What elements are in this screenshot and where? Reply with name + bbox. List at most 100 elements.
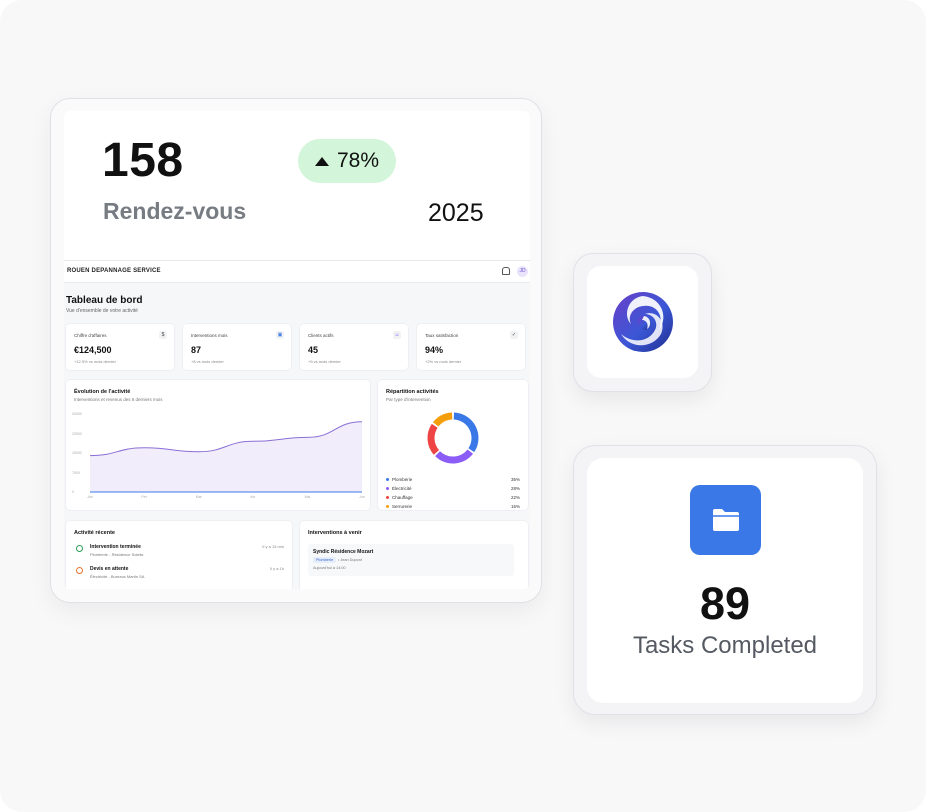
panel-title: Répartition activités — [386, 389, 439, 395]
panel-title: Interventions à venir — [308, 530, 362, 536]
panel-subtitle: Par type d'intervention — [386, 397, 431, 402]
kpi-delta: +12.5% vs mois dernier — [74, 359, 116, 364]
avatar[interactable]: JD — [517, 266, 528, 277]
logo-card-inner — [587, 266, 698, 378]
kpi-value: 94% — [425, 345, 444, 355]
legend-item: Chauffage 22% — [386, 495, 520, 501]
bell-icon[interactable] — [502, 267, 510, 275]
series-area — [90, 421, 362, 492]
x-tick-label: Jun — [359, 495, 365, 499]
check-circle-icon: ✓ — [510, 331, 518, 339]
kpi-delta: +8 vs mois dernier — [191, 359, 224, 364]
year-label: 2025 — [428, 199, 484, 227]
category-badge: Plomberie — [313, 557, 337, 563]
activity-sub: Électricité - Bureaux Martin SA — [90, 574, 145, 579]
y-tick-label: 15000 — [72, 451, 82, 455]
folder-icon — [712, 509, 739, 531]
legend-item: Plomberie 35% — [386, 477, 520, 483]
kpi-value: 87 — [191, 345, 202, 355]
x-tick-label: Jan — [87, 495, 93, 499]
activity-time: Il y a 1h — [269, 566, 284, 571]
x-tick-label: Fév — [141, 495, 148, 499]
donut-slice — [427, 423, 440, 455]
legend-dot — [386, 505, 389, 508]
kpi-card-satisfaction[interactable]: Taux satisfaction ✓ 94% +2% vs mois dern… — [417, 324, 525, 370]
x-tick-label: Avr — [250, 495, 256, 499]
kpi-value: €124,500 — [74, 345, 112, 355]
upcoming-intervention[interactable]: Syndic Résidence Mozart Plomberie • Jean… — [308, 544, 514, 576]
legend-value: 15% — [510, 504, 520, 509]
activity-chart-panel: Évolution de l'activité Interventions et… — [66, 380, 370, 510]
upcoming-title: Syndic Résidence Mozart — [313, 549, 374, 555]
panel-title: Activité récente — [74, 530, 115, 536]
tasks-card-inner: 89 Tasks Completed — [587, 458, 863, 703]
kpi-value: 45 — [308, 345, 319, 355]
legend-item: Électricité 28% — [386, 486, 520, 492]
activity-time: Il y a 15 min — [262, 544, 284, 549]
kpi-card-revenue[interactable]: Chiffre d'affaires $ €124,500 +12.5% vs … — [66, 324, 174, 370]
check-circle-icon — [76, 545, 83, 552]
appointments-card-inner: 158 Rendez-vous 78% 2025 ROUEN DEPANNAGE… — [64, 111, 530, 589]
kpi-delta: +2% vs mois dernier — [425, 359, 462, 364]
distribution-panel: Répartition activités Par type d'interve… — [378, 380, 528, 510]
appointments-card: 158 Rendez-vous 78% 2025 ROUEN DEPANNAGE… — [50, 98, 542, 603]
appointments-label: Rendez-vous — [103, 198, 247, 224]
donut-slice — [432, 412, 453, 427]
x-tick-label: Mar — [195, 495, 202, 499]
legend-dot — [386, 496, 389, 499]
legend-value: 28% — [510, 486, 520, 491]
kpi-label: Chiffre d'affaires — [74, 333, 107, 338]
calendar-icon: ▣ — [276, 331, 284, 339]
tasks-count: 89 — [699, 578, 751, 629]
legend-label: Plomberie — [392, 477, 413, 482]
appointments-count: 158 — [102, 134, 184, 187]
kpi-label: Taux satisfaction — [425, 333, 459, 338]
donut-slice — [453, 412, 479, 453]
activity-sub: Plomberie - Résidence Soleils — [90, 552, 144, 557]
legend-value: 22% — [510, 495, 520, 500]
clock-icon — [76, 567, 83, 574]
legend-item: Serrurerie 15% — [386, 504, 520, 510]
dashboard-subtitle: Vue d'ensemble de votre activité — [66, 308, 138, 314]
legend-label: Chauffage — [392, 495, 413, 500]
tasks-card: 89 Tasks Completed — [573, 445, 877, 715]
kpi-card-interventions[interactable]: Interventions mois ▣ 87 +8 vs mois derni… — [183, 324, 291, 370]
donut-slice — [435, 449, 474, 464]
arrow-up-icon — [314, 156, 329, 166]
x-tick-label: Mai — [304, 495, 311, 499]
legend-label: Électricité — [392, 486, 412, 491]
series-line — [89, 421, 363, 457]
dashboard-topbar: ROUEN DEPANNAGE SERVICE JD — [64, 261, 530, 283]
panel-title: Évolution de l'activité — [74, 389, 131, 395]
panel-subtitle: Interventions et revenus des 6 derniers … — [74, 397, 163, 402]
list-item[interactable]: Intervention terminée Plomberie - Réside… — [74, 543, 284, 563]
dollar-icon: $ — [159, 331, 167, 339]
tasks-label: Tasks Completed — [632, 632, 818, 659]
appointments-stat: 158 Rendez-vous 78% 2025 — [64, 111, 530, 261]
legend-dot — [386, 478, 389, 481]
kpi-card-clients[interactable]: Clients actifs ☺ 45 +5 vs mois dernier — [300, 324, 408, 370]
upcoming-panel: Interventions à venir Syndic Résidence M… — [300, 521, 528, 589]
growth-badge: 78% — [298, 139, 396, 183]
swirl-logo-icon — [612, 292, 673, 352]
kpi-label: Clients actifs — [308, 333, 334, 338]
y-tick-label: 22500 — [72, 431, 82, 436]
users-icon: ☺ — [393, 331, 401, 339]
y-tick-label: 0 — [72, 490, 74, 494]
legend-value: 35% — [510, 477, 520, 482]
list-item[interactable]: Devis en attente Électricité - Bureaux M… — [74, 565, 284, 585]
upcoming-person: • Jean Dupont — [338, 558, 362, 562]
logo-card — [573, 253, 712, 392]
activity-title: Intervention terminée — [90, 544, 141, 550]
kpi-label: Interventions mois — [191, 333, 228, 338]
dashboard-preview: ROUEN DEPANNAGE SERVICE JD Tableau de bo… — [64, 261, 530, 589]
legend-dot — [386, 487, 389, 490]
y-tick-label: 30000 — [72, 412, 82, 416]
folder-button[interactable] — [690, 485, 761, 555]
growth-value: 78% — [336, 149, 380, 172]
y-tick-label: 7500 — [72, 470, 80, 475]
recent-activity-panel: Activité récente Intervention terminée P… — [66, 521, 292, 589]
brand-name: ROUEN DEPANNAGE SERVICE — [67, 268, 161, 274]
kpi-delta: +5 vs mois dernier — [308, 359, 341, 364]
legend-label: Serrurerie — [392, 504, 413, 509]
